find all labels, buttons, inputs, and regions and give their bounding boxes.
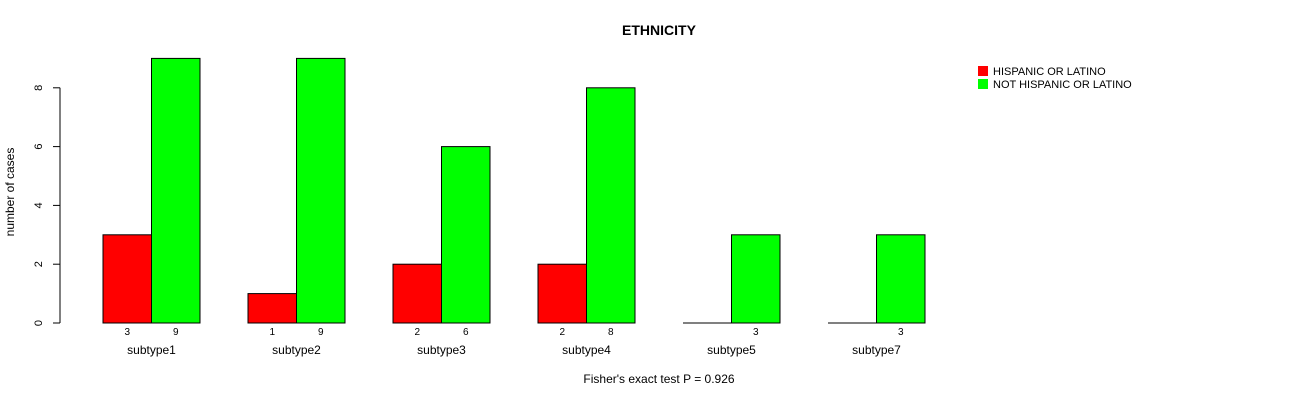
count-label: 6 — [463, 327, 469, 338]
count-label: 9 — [173, 327, 179, 338]
count-labels-group: 3 9 1 9 2 6 2 8 3 3 — [124, 327, 904, 338]
category-label: subtype2 — [272, 343, 321, 357]
bar — [441, 146, 491, 324]
count-label: 3 — [898, 327, 904, 338]
category-label: subtype7 — [852, 343, 901, 357]
bar — [731, 234, 781, 324]
bar — [392, 263, 442, 324]
bar — [876, 234, 926, 324]
category-label: subtype5 — [707, 343, 756, 357]
count-label: 8 — [608, 327, 614, 338]
y-tick-label: 2 — [33, 261, 45, 267]
y-tick-label: 0 — [33, 320, 45, 326]
legend-swatch — [978, 66, 988, 76]
y-tick-label: 6 — [33, 144, 45, 150]
bar — [151, 57, 201, 324]
x-axis-label: Fisher's exact test P = 0.926 — [583, 372, 734, 386]
bar — [247, 293, 297, 324]
count-label: 1 — [269, 327, 275, 338]
category-label: subtype3 — [417, 343, 466, 357]
y-axis-label: number of cases — [3, 148, 17, 237]
y-axis: 0 2 4 6 8 — [33, 85, 61, 326]
category-label: subtype4 — [562, 343, 611, 357]
bar — [296, 57, 346, 324]
count-label: 3 — [753, 327, 759, 338]
y-tick-label: 4 — [33, 202, 45, 208]
count-label: 2 — [559, 327, 565, 338]
bar — [102, 234, 152, 324]
count-label: 3 — [124, 327, 130, 338]
bar — [586, 87, 636, 324]
y-tick-label: 8 — [33, 85, 45, 91]
legend-swatch — [978, 79, 988, 89]
legend-label: NOT HISPANIC OR LATINO — [993, 79, 1132, 91]
legend-label: HISPANIC OR LATINO — [993, 66, 1106, 78]
count-label: 9 — [318, 327, 324, 338]
bar — [537, 263, 587, 324]
category-labels-group: subtype1 subtype2 subtype3 subtype4 subtype5… — [127, 343, 901, 357]
category-label: subtype1 — [127, 343, 176, 357]
bars-group — [102, 57, 926, 324]
count-label: 2 — [414, 327, 420, 338]
chart-title: ETHNICITY — [622, 22, 697, 38]
